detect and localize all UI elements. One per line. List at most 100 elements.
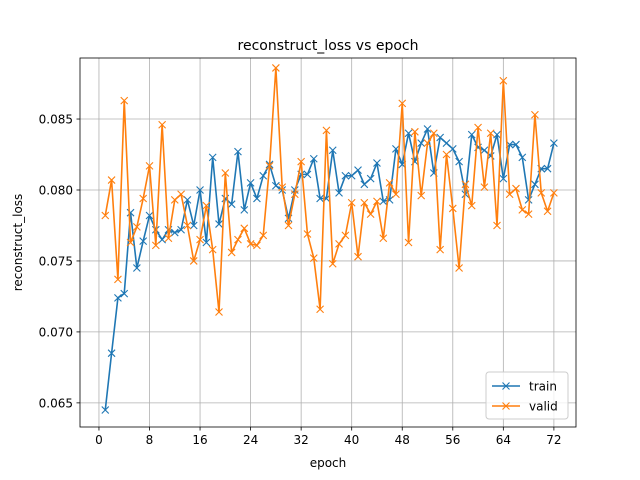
data-point (227, 248, 236, 257)
x-tick-label: 24 (243, 433, 258, 447)
data-point (360, 198, 369, 207)
data-point (284, 221, 293, 230)
data-point (322, 126, 331, 135)
data-point (290, 190, 299, 199)
data-point (436, 245, 445, 254)
data-point (379, 197, 388, 206)
data-point (467, 130, 476, 139)
x-tick-label: 48 (395, 433, 410, 447)
data-point (114, 275, 122, 284)
y-tick-label: 0.080 (39, 183, 73, 197)
data-point (202, 238, 211, 247)
data-point (341, 171, 350, 180)
data-point (132, 222, 141, 231)
data-point (246, 240, 255, 248)
data-point (183, 221, 192, 230)
data-point (126, 238, 135, 247)
legend-label: train (529, 380, 557, 394)
series-layer (101, 64, 558, 414)
data-point (316, 305, 324, 314)
data-point (145, 211, 154, 220)
legend-entry-train: train (492, 380, 557, 394)
data-point (196, 235, 204, 244)
data-point (196, 186, 204, 194)
data-point (493, 221, 501, 230)
data-point (448, 144, 457, 153)
data-point (259, 171, 268, 180)
grid (80, 58, 576, 427)
x-tick-label: 56 (445, 433, 460, 447)
legend-marker (502, 402, 510, 410)
data-point (549, 139, 558, 148)
data-point (436, 133, 445, 142)
data-point (404, 129, 413, 138)
data-point (366, 174, 375, 183)
data-point (208, 245, 217, 254)
data-point (423, 139, 432, 148)
data-point (373, 197, 381, 206)
data-point (347, 171, 356, 180)
x-tick-label: 40 (344, 433, 359, 447)
data-point (328, 146, 337, 155)
data-point (253, 194, 261, 203)
data-point (423, 125, 432, 133)
y-axis-label: reconstruct_loss (11, 194, 25, 292)
data-point (442, 139, 451, 148)
data-point (253, 241, 261, 250)
data-point (132, 264, 141, 272)
data-point (524, 210, 533, 219)
data-point (221, 169, 230, 177)
data-point (189, 221, 198, 230)
data-point (366, 210, 375, 219)
data-point (265, 161, 274, 170)
data-point (354, 252, 362, 261)
data-point (107, 349, 116, 358)
x-tick-label: 16 (192, 433, 207, 447)
x-axis: 0 8 16 24 32 40 48 56 64 72 (95, 427, 562, 447)
data-point (505, 190, 514, 199)
data-point (461, 180, 470, 189)
data-point (303, 230, 312, 238)
data-point (493, 130, 501, 139)
data-point (309, 254, 318, 263)
x-axis-label: epoch (310, 456, 347, 470)
data-point (189, 257, 198, 265)
data-point (480, 183, 489, 192)
data-point (202, 201, 211, 210)
data-point (518, 205, 527, 214)
data-point (309, 154, 318, 163)
data-point (512, 140, 520, 149)
data-point (448, 204, 457, 213)
data-point (385, 179, 394, 187)
data-point (215, 220, 223, 228)
data-point (234, 147, 242, 156)
y-tick-label: 0.075 (39, 254, 73, 268)
data-point (373, 159, 381, 167)
data-point (107, 176, 116, 184)
data-point (101, 406, 110, 414)
data-point (278, 183, 287, 192)
data-point (164, 234, 173, 243)
data-point (417, 139, 426, 148)
data-point (151, 225, 160, 234)
data-point (316, 194, 324, 203)
data-point (120, 289, 129, 298)
data-point (474, 123, 482, 132)
data-point (170, 196, 179, 204)
data-point (486, 129, 495, 138)
data-point (126, 208, 135, 217)
data-point (480, 146, 489, 155)
data-point (404, 238, 413, 247)
data-point (139, 237, 148, 245)
data-point (177, 225, 185, 234)
y-tick-label: 0.070 (39, 325, 73, 339)
data-point (341, 231, 350, 240)
legend: train valid (485, 371, 569, 420)
data-point (234, 235, 242, 244)
data-point (347, 198, 356, 207)
legend-entry-valid: valid (492, 400, 558, 414)
data-point (303, 170, 312, 179)
x-tick-label: 32 (294, 433, 309, 447)
data-point (259, 231, 268, 240)
